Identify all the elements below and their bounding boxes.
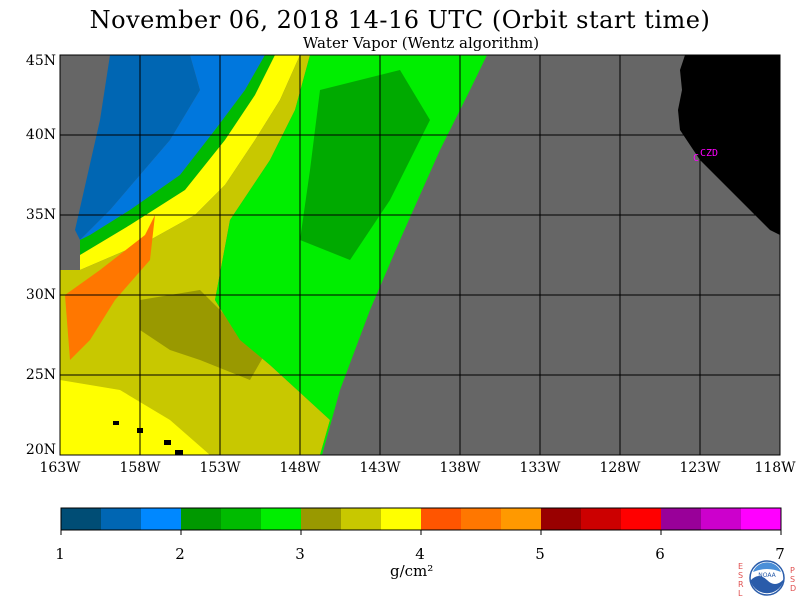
logo-text: NOAA	[758, 572, 776, 579]
page-title: November 06, 2018 14-16 UTC (Orbit start…	[89, 6, 711, 34]
lon-label: 133W	[519, 460, 561, 476]
colorbar-segment	[221, 508, 261, 530]
logo-letter: R	[738, 580, 744, 589]
colorbar-segment	[301, 508, 341, 530]
page-subtitle: Water Vapor (Wentz algorithm)	[302, 34, 540, 52]
svg-text:C: C	[693, 153, 699, 164]
lat-label: 25N	[25, 367, 56, 383]
colorbar-tick-label: 5	[535, 545, 545, 563]
noaa-logo: E S R L NOAA P S D	[736, 558, 798, 598]
colorbar-segment	[421, 508, 461, 530]
noaa-emblem-icon: NOAA	[749, 560, 785, 596]
swath-band-yellow-south	[60, 380, 210, 455]
lon-label: 118W	[754, 460, 796, 476]
water-vapor-map: C CZD	[59, 54, 781, 456]
colorbar-segment	[341, 508, 381, 530]
lon-label: 148W	[279, 460, 321, 476]
swath-band-yellow	[80, 55, 300, 270]
station-label: CZD	[700, 148, 718, 159]
swath-band-orange	[65, 215, 155, 360]
colorbar-segment	[541, 508, 581, 530]
logo-letter: D	[790, 584, 797, 593]
lon-label: 128W	[599, 460, 641, 476]
lon-label: 163W	[39, 460, 81, 476]
lat-label: 35N	[25, 207, 56, 223]
lon-label: 153W	[199, 460, 241, 476]
colorbar-segment	[701, 508, 741, 530]
colorbar-tick-label: 1	[55, 545, 65, 563]
map-frame	[59, 54, 781, 456]
colorbar-segment	[461, 508, 501, 530]
lon-label: 158W	[119, 460, 161, 476]
colorbar-tick-label: 7	[775, 545, 785, 563]
colorbar-segment	[621, 508, 661, 530]
colorbar-tick-label: 4	[415, 545, 425, 563]
colorbar-segment	[141, 508, 181, 530]
colorbar-unit: g/cm²	[390, 562, 434, 580]
colorbar-segment	[101, 508, 141, 530]
swath-band-light-blue	[80, 55, 265, 240]
lat-label: 40N	[25, 127, 56, 143]
colorbar-tick-label: 6	[655, 545, 665, 563]
colorbar-segment	[501, 508, 541, 530]
logo-letter: L	[738, 589, 743, 598]
colorbar-tick-label: 3	[295, 545, 305, 563]
lat-label: 30N	[25, 287, 56, 303]
swath-band-dark-olive	[140, 290, 270, 380]
swath-band-olive	[60, 55, 330, 455]
swath-band-green-dark	[300, 70, 430, 260]
station-marker: C CZD	[693, 148, 718, 164]
colorbar-segment	[181, 508, 221, 530]
lon-label: 123W	[679, 460, 721, 476]
colorbar-tick-label: 2	[175, 545, 185, 563]
graticule	[60, 55, 780, 455]
lon-label: 143W	[359, 460, 401, 476]
land-mass	[678, 55, 780, 235]
swath-band-deep-blue	[75, 55, 200, 240]
logo-letter: P	[790, 566, 795, 575]
swath-band-green-edge	[80, 55, 275, 255]
colorbar-segment	[261, 508, 301, 530]
colorbar-segment	[741, 508, 781, 530]
lat-label: 45N	[25, 53, 56, 69]
lat-label: 20N	[25, 442, 56, 458]
colorbar-segment	[661, 508, 701, 530]
logo-letter: E	[738, 562, 744, 571]
colorbar-segment	[381, 508, 421, 530]
logo-letter: S	[738, 571, 744, 580]
logo-letter: S	[790, 575, 796, 584]
colorbar-segment	[61, 508, 101, 530]
colorbar-segment	[581, 508, 621, 530]
lon-label: 138W	[439, 460, 481, 476]
colorbar	[60, 507, 782, 535]
